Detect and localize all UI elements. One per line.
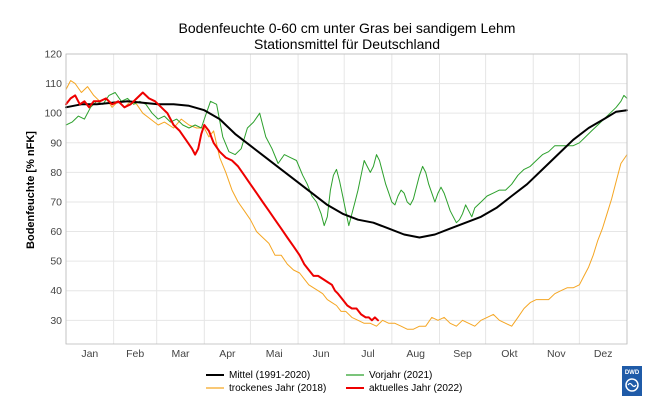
y-tick-label: 80: [50, 167, 62, 179]
x-tick-label: Nov: [547, 348, 566, 360]
series-line-trocken: [65, 80, 628, 330]
legend: Mittel (1991-2020) trockenes Jahr (2018) V…: [206, 370, 462, 394]
legend-label-mittel: Mittel (1991-2020): [229, 370, 310, 381]
dwd-logo-wave-icon: [627, 382, 637, 388]
data-series: [65, 80, 628, 330]
y-tick-label: 100: [44, 108, 62, 120]
y-axis-label: Bodenfeuchte [% nFK]: [25, 131, 37, 249]
x-tick-label: Jan: [81, 348, 98, 360]
legend-label-trocken: trockenes Jahr (2018): [229, 383, 326, 394]
x-tick-label: Mar: [171, 348, 190, 360]
y-tick-label: 50: [50, 256, 62, 268]
y-tick-label: 70: [50, 196, 62, 208]
y-tick-label: 110: [45, 78, 62, 90]
y-tick-label: 40: [50, 285, 62, 297]
x-tick-label: Apr: [219, 348, 236, 360]
chart-subtitle: Stationsmittel für Deutschland: [254, 36, 440, 52]
x-tick-label: Sep: [453, 348, 472, 360]
y-tick-label: 120: [44, 49, 62, 61]
x-tick-label: Mai: [266, 348, 283, 360]
chart-title: Bodenfeuchte 0-60 cm unter Gras bei sand…: [179, 20, 516, 36]
legend-label-aktuell: aktuelles Jahr (2022): [369, 383, 462, 394]
series-line-mittel: [65, 100, 628, 239]
legend-label-vorjahr: Vorjahr (2021): [369, 370, 432, 381]
dwd-logo: DWD: [622, 366, 642, 396]
y-tick-labels: 30 40 50 60 70 80 90 100 110 120: [44, 49, 62, 327]
y-tick-label: 30: [50, 315, 62, 327]
plot-border: [65, 53, 628, 345]
series-line-vorjahr: [65, 92, 628, 227]
x-tick-label: Aug: [406, 348, 425, 360]
x-tick-label: Jun: [313, 348, 330, 360]
y-tick-label: 90: [50, 137, 62, 149]
x-tick-label: Jul: [361, 348, 374, 360]
x-tick-labels: Jan Feb Mar Apr Mai Jun Jul Aug Sep Okt Nov Dez: [81, 348, 612, 360]
x-tick-label: Dez: [594, 348, 613, 360]
dwd-logo-text: DWD: [625, 370, 640, 376]
x-tick-label: Feb: [126, 348, 144, 360]
y-tick-label: 60: [50, 226, 62, 238]
dwd-logo-ring-icon: [625, 378, 639, 392]
x-tick-label: Okt: [501, 348, 517, 360]
series-line-aktuell: [65, 91, 379, 322]
